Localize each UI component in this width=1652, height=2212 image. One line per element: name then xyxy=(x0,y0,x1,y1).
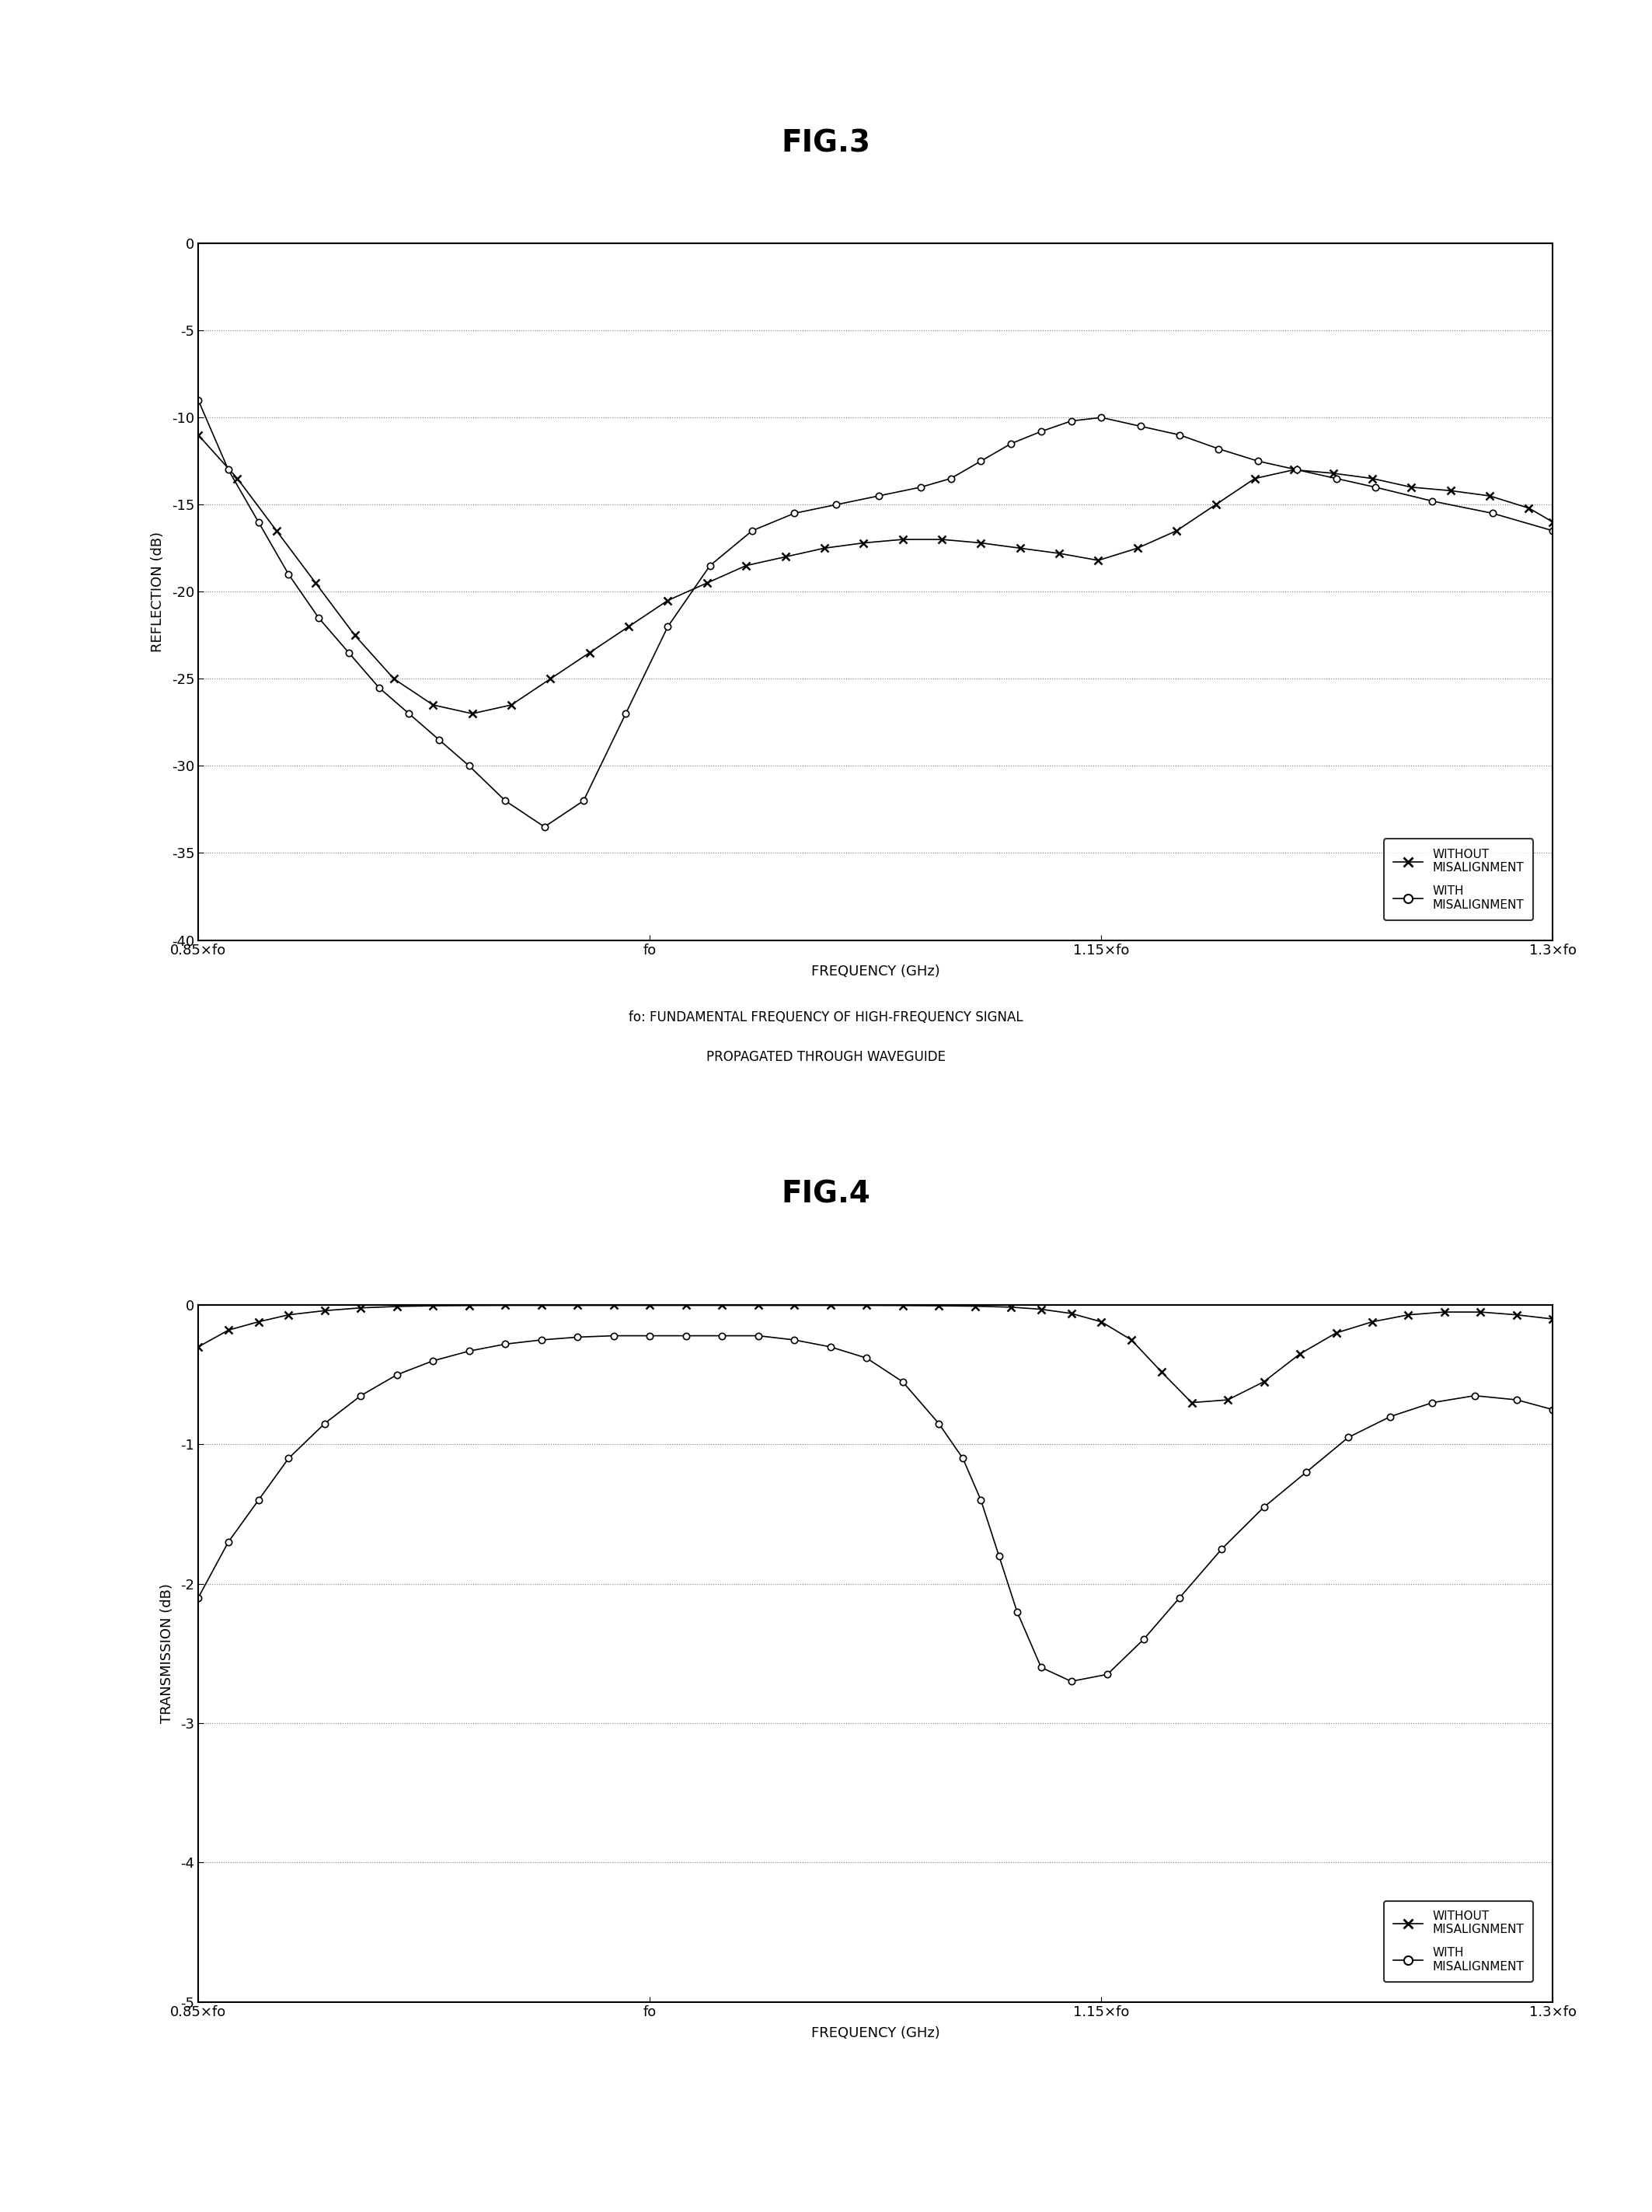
Legend: WITHOUT
MISALIGNMENT, WITH
MISALIGNMENT: WITHOUT MISALIGNMENT, WITH MISALIGNMENT xyxy=(1384,838,1533,920)
Y-axis label: REFLECTION (dB): REFLECTION (dB) xyxy=(150,531,165,653)
Text: FIG.3: FIG.3 xyxy=(781,128,871,159)
Text: PROPAGATED THROUGH WAVEGUIDE: PROPAGATED THROUGH WAVEGUIDE xyxy=(707,1051,945,1064)
Y-axis label: TRANSMISSION (dB): TRANSMISSION (dB) xyxy=(160,1584,173,1723)
X-axis label: FREQUENCY (GHz): FREQUENCY (GHz) xyxy=(811,964,940,978)
Legend: WITHOUT
MISALIGNMENT, WITH
MISALIGNMENT: WITHOUT MISALIGNMENT, WITH MISALIGNMENT xyxy=(1384,1900,1533,1982)
Text: FIG.4: FIG.4 xyxy=(781,1179,871,1210)
X-axis label: FREQUENCY (GHz): FREQUENCY (GHz) xyxy=(811,2026,940,2039)
Text: fo: FUNDAMENTAL FREQUENCY OF HIGH-FREQUENCY SIGNAL: fo: FUNDAMENTAL FREQUENCY OF HIGH-FREQUE… xyxy=(629,1011,1023,1024)
